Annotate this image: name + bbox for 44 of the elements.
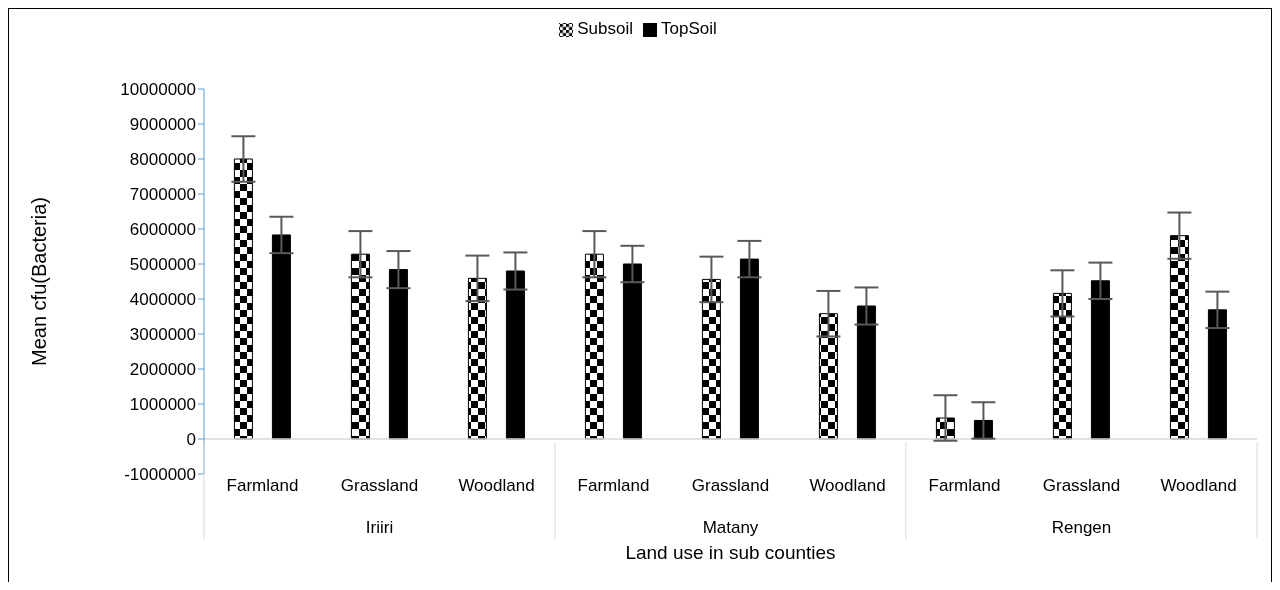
x-tick-label: Farmland (577, 476, 650, 495)
y-tick-label: 9000000 (129, 115, 196, 135)
x-axis-title: Land use in sub counties (625, 542, 836, 563)
x-tick-label: Woodland (1160, 476, 1237, 495)
text: Iriiri (365, 518, 394, 537)
bar (1052, 292, 1072, 440)
bar (1207, 309, 1227, 440)
y-tick-label: 3000000 (129, 325, 196, 345)
bar (505, 270, 525, 440)
x-tick-label: Woodland (809, 476, 886, 495)
bar (856, 305, 876, 440)
bar (271, 234, 291, 440)
y-tick-label: 5000000 (129, 255, 196, 275)
y-tick-label: 1000000 (129, 395, 196, 415)
x-tick-label: Grassland (691, 476, 770, 495)
bar (818, 313, 838, 440)
x-tick-label: Grassland (340, 476, 419, 495)
text: Matany (702, 518, 759, 537)
y-tick-label: 4000000 (129, 290, 196, 310)
x-tick-label: Grassland (1042, 476, 1121, 495)
bar (1090, 280, 1110, 440)
legend-label: TopSoil (661, 19, 717, 38)
bar (467, 277, 487, 440)
bar (350, 253, 370, 440)
bar (701, 278, 721, 440)
x-tick-label: Farmland (226, 476, 299, 495)
y-tick-label: -1000000 (124, 465, 196, 485)
y-tick-label: 6000000 (129, 220, 196, 240)
y-tick-label: 7000000 (129, 185, 196, 205)
legend-label: Subsoil (577, 19, 633, 38)
x-tick-label: Farmland (928, 476, 1001, 495)
y-tick-label: 8000000 (129, 150, 196, 170)
y-axis-title: Mean cfu(Bacteria) (28, 197, 51, 366)
text: Rengen (1051, 518, 1112, 537)
y-tick-label: 0 (186, 430, 196, 450)
y-tick-label: 10000000 (120, 80, 196, 100)
bar (1169, 235, 1189, 440)
y-tick-label: 2000000 (129, 360, 196, 380)
bar (739, 258, 759, 440)
bar (622, 263, 642, 440)
bar (233, 158, 253, 440)
bar (584, 253, 604, 440)
x-tick-label: Woodland (458, 476, 535, 495)
bar (388, 269, 408, 440)
